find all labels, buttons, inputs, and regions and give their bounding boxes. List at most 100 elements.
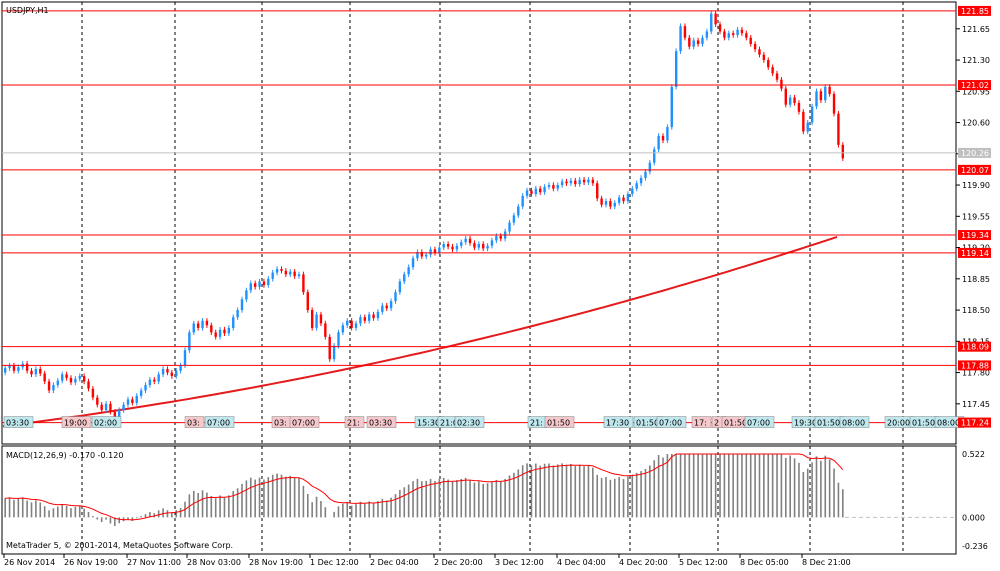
candle-body	[201, 320, 204, 328]
candle-body	[139, 390, 143, 396]
x-tick-label: 4 Dec 04:00	[557, 558, 606, 567]
time-tag-label: 01:50	[547, 419, 570, 428]
candle-body	[762, 54, 766, 61]
x-tick-label: 1 Dec 12:00	[310, 558, 359, 567]
chart-title: USDJPY,H1	[6, 6, 49, 15]
candle-body	[74, 378, 77, 383]
level-label-box	[958, 164, 991, 175]
candle-body	[832, 93, 836, 114]
y-tick-label: 121.65	[962, 25, 990, 34]
candle-body	[569, 180, 573, 184]
x-tick-label: 26 Nov 2014	[4, 558, 55, 567]
candle-body	[674, 51, 678, 87]
candle-body	[723, 31, 726, 38]
level-label: 117.24	[961, 419, 989, 428]
candle-body	[17, 367, 20, 371]
candle-body	[175, 370, 178, 377]
y-tick-label: 120.60	[962, 119, 990, 128]
candle-body	[135, 395, 138, 403]
candle-body	[8, 365, 11, 369]
level-label-box	[958, 341, 991, 352]
candle-body	[648, 162, 652, 172]
candle-body	[337, 332, 340, 346]
time-tag	[366, 416, 397, 428]
candle-body	[543, 186, 546, 193]
candle-body	[560, 181, 564, 186]
candle-body	[824, 86, 827, 101]
candle-body	[310, 310, 314, 328]
candle-body	[701, 37, 704, 44]
time-tag-label: 03:30	[369, 419, 392, 428]
time-tag	[61, 416, 92, 428]
time-tag	[91, 416, 122, 428]
candle-body	[122, 404, 125, 411]
candle-body	[670, 86, 673, 128]
candle-body	[398, 281, 402, 293]
candle-body	[495, 235, 498, 241]
level-label: 120.07	[961, 166, 989, 175]
candle-body	[153, 379, 156, 382]
time-tag	[744, 416, 775, 428]
time-tag	[184, 416, 205, 428]
candle-body	[341, 325, 345, 333]
candle-body	[328, 336, 331, 360]
macd-y-tick-label: 0.000	[962, 513, 985, 522]
candle-body	[710, 13, 713, 32]
candle-body	[477, 243, 481, 248]
candle-body	[297, 274, 301, 277]
candle-body	[284, 270, 288, 275]
candle-body	[104, 403, 108, 411]
macd-title: MACD(12,26,9) -0.170 -0.120	[6, 451, 123, 460]
candle-body	[696, 40, 700, 44]
candle-body	[460, 242, 463, 246]
x-tick-label: 8 Dec 21:00	[802, 558, 851, 567]
time-tag-label: 15:30	[417, 419, 440, 428]
candle-body	[815, 91, 818, 107]
candle-body	[745, 33, 748, 38]
candle-body	[258, 281, 261, 287]
time-tag-label: 21:	[530, 419, 543, 428]
candle-body	[56, 380, 60, 386]
candle-body	[376, 311, 380, 319]
candle-body	[82, 376, 86, 382]
candle-body	[705, 31, 709, 38]
candle-body	[539, 188, 542, 193]
candle-body	[679, 26, 682, 52]
candle-body	[91, 388, 95, 398]
time-tag-label: 21:0	[440, 419, 458, 428]
time-tag-label: 03:30	[6, 419, 29, 428]
time-tag-label: 08:00	[937, 419, 960, 428]
candle-body	[609, 201, 612, 207]
time-tag-label: 01:50	[817, 419, 840, 428]
candle-body	[302, 274, 305, 293]
candle-body	[100, 404, 103, 411]
time-tag-label: 19:30	[794, 419, 817, 428]
candle-body	[25, 363, 29, 371]
candle-body	[490, 240, 494, 246]
candle-body	[271, 272, 274, 279]
candle-body	[657, 135, 660, 150]
y-tick-label: 120.95	[962, 87, 990, 96]
candle-body	[319, 314, 323, 324]
level-label: 119.34	[961, 231, 989, 240]
candle-body	[214, 332, 217, 337]
candle-body	[666, 127, 669, 141]
candle-body	[249, 283, 252, 291]
main-chart-frame	[1, 1, 957, 445]
moving-average-layer	[2, 235, 838, 428]
level-label-box	[958, 80, 991, 91]
candle-body	[196, 323, 200, 328]
time-tag	[839, 416, 870, 428]
candle-body	[600, 198, 603, 205]
time-tag-label: 08:00	[842, 419, 865, 428]
y-tick-label: 117.80	[962, 369, 990, 378]
candle-body	[631, 188, 634, 194]
candle-body	[464, 238, 467, 243]
x-tick-label: 5 Dec 12:00	[679, 558, 728, 567]
candle-body	[508, 222, 511, 232]
candle-body	[534, 188, 538, 194]
candle-body	[267, 278, 270, 286]
candle-body	[126, 399, 130, 405]
level-label-box	[958, 247, 991, 258]
